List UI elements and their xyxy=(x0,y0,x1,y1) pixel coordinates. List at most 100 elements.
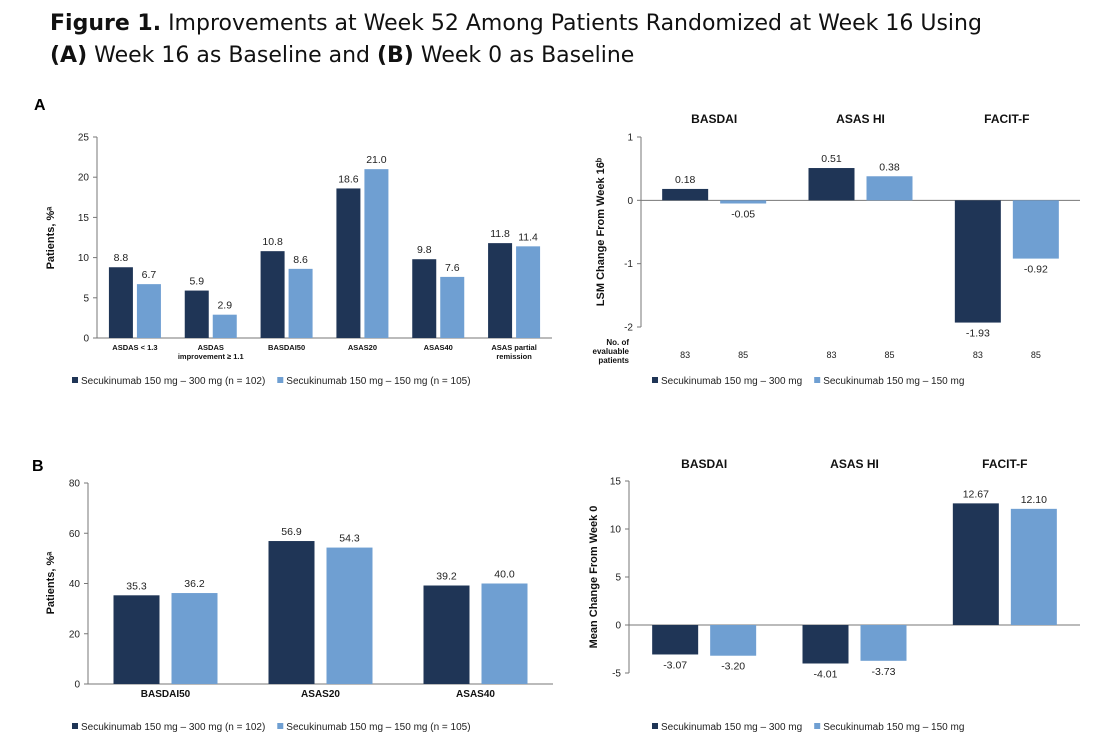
a-left-category-label: BASDAI50 xyxy=(268,343,305,352)
a-left-data-label: 6.7 xyxy=(142,269,157,281)
b-right-legend-swatch xyxy=(814,723,821,729)
a-right-n-label: No. of xyxy=(606,338,629,347)
b-right-y-label: Mean Change From Week 0 xyxy=(588,506,600,649)
b-left-legend-swatch xyxy=(72,723,78,729)
a-right-n-value: 83 xyxy=(973,350,983,360)
b-right-data-label: 12.10 xyxy=(1021,494,1047,506)
a-left-data-label: 10.8 xyxy=(262,236,283,248)
a-left-data-label: 11.4 xyxy=(518,231,538,243)
a-right-bar-dark xyxy=(954,200,1001,323)
b-left-y-tick-label: 20 xyxy=(69,629,81,640)
b-right-legend-label: Secukinumab 150 mg – 300 mg xyxy=(661,722,802,733)
a-left-bar-light xyxy=(136,284,161,338)
b-right-category-header: FACIT-F xyxy=(982,457,1027,471)
a-left-data-label: 18.6 xyxy=(338,173,359,185)
b-right-data-label: 12.67 xyxy=(963,488,989,500)
a-left-bar-light xyxy=(364,169,389,338)
b-left-data-label: 36.2 xyxy=(184,578,205,590)
b-right-category-header: BASDAI xyxy=(681,457,727,471)
b-left-legend-swatch xyxy=(277,723,284,729)
a-left-bar-dark xyxy=(336,188,361,338)
b-left-bar-dark xyxy=(423,585,470,684)
figure-title-bold-3: (B) xyxy=(376,43,414,68)
a-right-n-value: 83 xyxy=(826,350,836,360)
a-right-bar-light xyxy=(720,200,767,204)
a-left-bar-light xyxy=(516,246,541,338)
b-left-data-label: 35.3 xyxy=(126,580,147,592)
b-right-bar-dark xyxy=(802,625,849,664)
figure-title-bold-2: (A) xyxy=(50,43,88,68)
b-left-y-tick-label: 80 xyxy=(69,479,81,490)
a-left-bar-dark xyxy=(488,243,513,338)
a-left-category-label: ASDAS xyxy=(198,343,224,352)
b-left-category-label: ASAS20 xyxy=(301,689,340,700)
a-right-bar-light xyxy=(866,176,913,201)
a-right-legend-label: Secukinumab 150 mg – 300 mg xyxy=(661,376,802,387)
b-right-bar-dark xyxy=(952,503,999,625)
a-left-category-label: improvement ≥ 1.1 xyxy=(178,352,244,361)
a-right-data-label: 0.38 xyxy=(879,161,900,173)
b-left-legend-label: Secukinumab 150 mg – 150 mg (n = 105) xyxy=(286,722,470,733)
b-right-y-tick-label: 10 xyxy=(610,525,622,536)
panel-a-label: A xyxy=(34,97,46,114)
b-right-category-header: ASAS HI xyxy=(830,457,879,471)
a-left-bar-dark xyxy=(412,259,437,338)
a-right-category-header: BASDAI xyxy=(691,112,737,126)
figure-title: Figure 1. Improvements at Week 52 Among … xyxy=(50,8,1090,72)
a-left-category-label: ASAS40 xyxy=(424,343,453,352)
a-left-bar-dark xyxy=(260,251,285,338)
a-left-bar-dark xyxy=(108,267,133,338)
a-left-category-label: remission xyxy=(496,352,532,361)
b-right-data-label: -3.73 xyxy=(872,666,896,678)
a-right-data-label: -0.92 xyxy=(1024,264,1048,276)
b-left-category-label: ASAS40 xyxy=(456,689,495,700)
a-right-data-label: -1.93 xyxy=(966,328,990,340)
a-right-y-tick-label: -2 xyxy=(624,323,633,334)
a-right-data-label: -0.05 xyxy=(731,209,755,221)
a-left-bar-light xyxy=(440,276,465,338)
b-left-data-label: 54.3 xyxy=(339,533,360,545)
b-right-data-label: -3.20 xyxy=(721,661,745,673)
a-right-n-value: 85 xyxy=(738,350,748,360)
b-left-bar-dark xyxy=(113,595,160,684)
a-left-legend-label: Secukinumab 150 mg – 150 mg (n = 105) xyxy=(286,376,470,387)
a-left-data-label: 7.6 xyxy=(445,262,460,274)
b-left-y-tick-label: 0 xyxy=(74,680,80,691)
a-left-data-label: 11.8 xyxy=(490,228,510,240)
a-right-bar-dark xyxy=(808,168,855,201)
a-right-legend-swatch xyxy=(814,377,821,383)
a-right-n-value: 85 xyxy=(1031,350,1041,360)
a-right-category-header: ASAS HI xyxy=(836,112,885,126)
b-right-y-tick-label: 15 xyxy=(610,477,622,488)
figure-title-bold-1: Figure 1. xyxy=(50,11,162,36)
a-right-n-value: 83 xyxy=(680,350,690,360)
b-left-data-label: 39.2 xyxy=(436,571,457,583)
panel-b-label: B xyxy=(32,458,44,475)
a-right-y-tick-label: 0 xyxy=(627,196,633,207)
a-right-y-label: LSM Change From Week 16ᵇ xyxy=(595,157,607,306)
a-left-legend-swatch xyxy=(277,377,284,383)
a-left-data-label: 9.8 xyxy=(417,244,432,256)
b-left-y-tick-label: 40 xyxy=(69,579,81,590)
a-right-data-label: 0.18 xyxy=(675,174,696,186)
b-left-y-label: Patients, %ᵃ xyxy=(45,551,57,615)
b-left-data-label: 56.9 xyxy=(281,526,302,538)
a-left-data-label: 8.8 xyxy=(114,252,129,264)
a-left-category-label: ASAS20 xyxy=(348,343,377,352)
b-right-legend-swatch xyxy=(652,723,658,729)
a-left-y-tick-label: 15 xyxy=(78,213,90,224)
a-right-legend-swatch xyxy=(652,377,658,383)
b-right-bar-light xyxy=(860,625,907,661)
b-right-y-tick-label: 0 xyxy=(615,621,621,632)
a-left-bar-light xyxy=(288,268,313,338)
a-left-y-tick-label: 25 xyxy=(78,133,90,144)
b-right-legend-label: Secukinumab 150 mg – 150 mg xyxy=(823,722,964,733)
b-right-y-tick-label: 5 xyxy=(615,573,621,584)
a-left-data-label: 2.9 xyxy=(217,300,232,312)
a-left-y-label: Patients, %ᵃ xyxy=(45,206,57,270)
a-left-y-tick-label: 0 xyxy=(83,334,89,345)
b-left-bar-light xyxy=(171,593,218,684)
a-right-data-label: 0.51 xyxy=(821,153,842,165)
b-left-bar-light xyxy=(481,583,528,684)
